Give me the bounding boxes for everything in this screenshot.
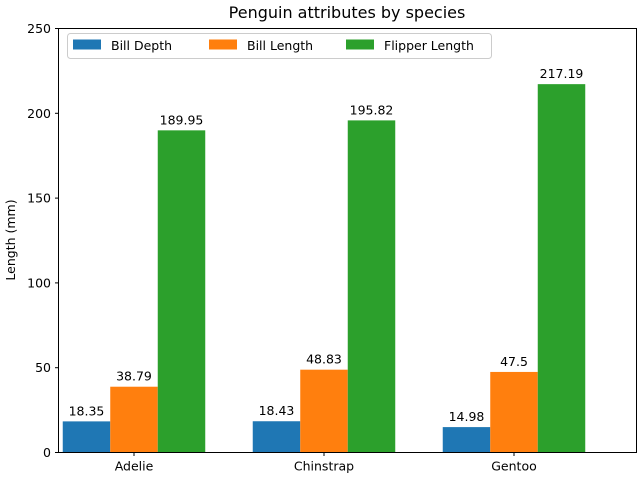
data-label: 18.35 — [69, 403, 105, 418]
bar-bill-length — [300, 369, 348, 453]
data-label: 217.19 — [540, 66, 584, 81]
data-label: 47.5 — [500, 354, 528, 369]
y-axis-label: Length (mm) — [3, 199, 18, 280]
bar-flipper-length — [537, 84, 586, 453]
plot-frame — [58, 28, 637, 453]
x-tick-label: Gentoo — [491, 459, 537, 474]
legend-label: Bill Depth — [111, 38, 172, 53]
data-label: 48.83 — [306, 352, 342, 367]
legend-label: Bill Length — [247, 38, 313, 53]
chart-title: Penguin attributes by species — [229, 3, 466, 22]
data-label: 38.79 — [116, 369, 152, 384]
data-label: 14.98 — [449, 409, 485, 424]
y-tick-label: 0 — [43, 445, 51, 460]
bar-bill-depth — [62, 421, 111, 453]
x-tick-label: Adelie — [115, 459, 154, 474]
legend-frame — [67, 33, 492, 59]
y-tick-label: 200 — [27, 106, 51, 121]
legend-label: Flipper Length — [384, 38, 474, 53]
bar-bill-depth — [252, 421, 301, 453]
bar-bill-length — [490, 371, 538, 453]
legend-swatch — [73, 39, 101, 50]
bar-flipper-length — [347, 120, 396, 453]
data-label: 195.82 — [350, 102, 394, 117]
y-tick-label: 50 — [35, 360, 51, 375]
legend-swatch — [346, 39, 374, 50]
bar-flipper-length — [157, 130, 206, 453]
data-label: 189.95 — [160, 112, 204, 127]
x-tick-label: Chinstrap — [294, 459, 354, 474]
bar-bill-length — [110, 386, 158, 453]
bar-bill-depth — [442, 427, 491, 453]
data-label: 18.43 — [259, 403, 295, 418]
y-tick-label: 150 — [27, 191, 51, 206]
legend-swatch — [209, 39, 237, 50]
y-tick-label: 100 — [27, 275, 51, 290]
legend: Bill Depth Bill Length Flipper Length — [67, 33, 492, 59]
y-tick-label: 250 — [27, 21, 51, 36]
